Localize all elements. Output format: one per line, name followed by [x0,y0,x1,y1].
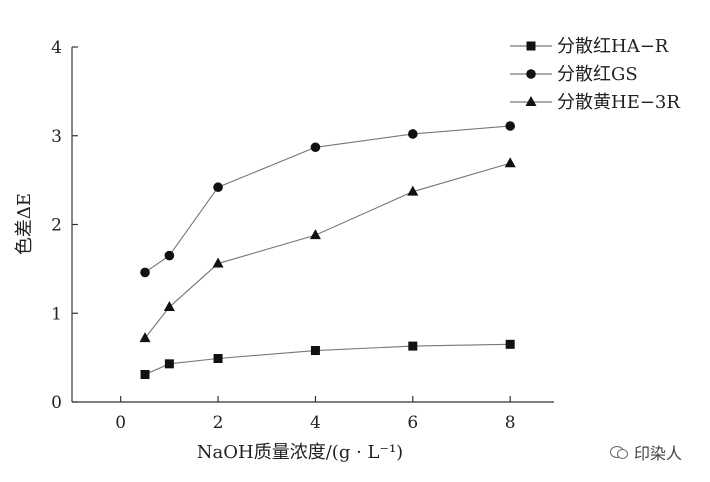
legend-label: 分散红GS [557,64,638,85]
series-3 [139,157,516,343]
series-line [144,162,511,339]
data-point [504,157,516,168]
y-tick-label: 4 [51,38,62,58]
data-point [310,142,321,153]
series-2 [140,121,515,278]
watermark: 印染人 [610,440,682,464]
legend-item-1: 分散红HA−R [510,36,669,57]
data-point [164,250,175,261]
x-axis-title: NaOH质量浓度/(g · L⁻¹) [197,442,403,463]
data-point [213,354,223,364]
y-tick-label: 3 [51,127,62,147]
y-tick-label: 2 [51,216,62,236]
data-point [407,185,419,196]
data-point [310,346,320,356]
data-point [140,267,150,278]
series-line [144,343,511,375]
data-point [163,301,175,312]
x-tick-label: 0 [115,413,126,433]
data-point [212,257,224,268]
wechat-icon [610,445,628,459]
legend-label: 分散红HA−R [557,36,669,57]
x-tick-label: 2 [213,413,224,433]
data-point [164,359,174,369]
legend-marker [525,96,537,106]
data-point [505,121,515,131]
y-tick-label: 0 [51,393,62,413]
legend-item-2: 分散红GS [510,64,638,85]
x-tick-label: 4 [310,413,321,433]
data-point [139,332,151,343]
series-layer [139,121,516,379]
series-1 [140,339,515,379]
y-axis-title: 色差ΔE [14,193,35,255]
legend: 分散红HA−R 分散红GS 分散黄HE−3R [510,36,680,113]
x-tick-label: 6 [407,413,418,433]
y-tick-label: 1 [51,304,62,324]
data-point [408,341,418,351]
legend-marker [526,69,536,79]
data-point [140,369,150,379]
watermark-text: 印染人 [634,444,683,463]
data-point [505,339,515,349]
legend-marker [526,41,536,51]
legend-label: 分散黄HE−3R [557,92,680,113]
x-tick-label: 8 [505,413,516,433]
data-point [309,229,321,240]
legend-item-3: 分散黄HE−3R [510,92,680,113]
data-point [408,129,418,139]
data-point [213,182,223,193]
axes: 0 1 2 3 4 0 2 4 6 8 [51,38,554,433]
series-line [144,125,511,273]
